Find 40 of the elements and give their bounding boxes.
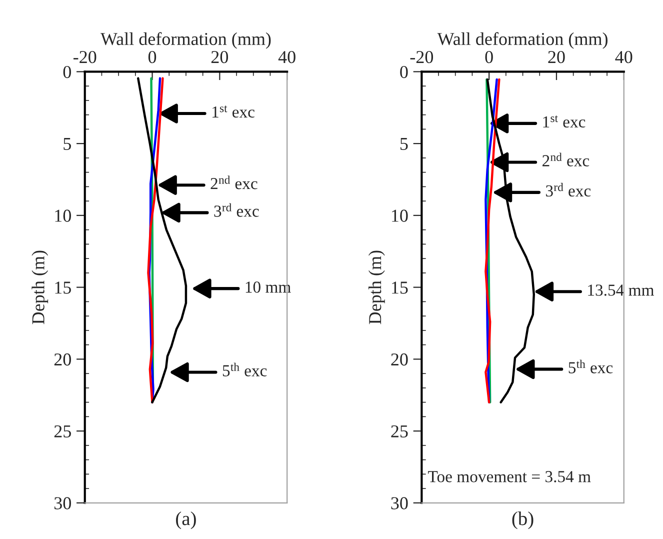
y-tick-label: 10	[392, 210, 408, 222]
annotation: 2$^{nd}$ exc	[210, 176, 258, 190]
y-tick-label: 0	[63, 66, 71, 78]
x-tick-label: -20	[74, 50, 96, 64]
x-axis-title: Wall deformation (mm)	[100, 32, 271, 49]
y-tick-label: 20	[391, 353, 408, 366]
text: (a)	[176, 512, 196, 530]
x-tick-label: 40	[615, 50, 632, 64]
x-tick-label: 20	[548, 50, 565, 64]
y-tick-label: 0	[400, 66, 408, 78]
y-tick-label: 25	[54, 425, 71, 438]
x-tick-label: 0	[148, 50, 156, 64]
y-tick-label: 5	[64, 138, 71, 150]
x-tick-label: 0	[485, 50, 493, 64]
text: (b)	[512, 512, 534, 530]
line-series	[486, 78, 492, 404]
y-axis-title: Depth (m)	[368, 250, 385, 324]
y-axis-title: Depth (m)	[32, 250, 48, 324]
annotation: Toe movement = 3.54 m	[428, 471, 591, 482]
y-tick-label: 30	[54, 497, 71, 510]
x-tick-label: -20	[410, 50, 434, 64]
y-tick-label: 15	[55, 282, 71, 294]
y-tick-label: 30	[391, 497, 408, 510]
annotation: 13.54 mm	[588, 284, 654, 296]
annotation: 3$^{rd}$ exc	[214, 203, 259, 217]
x-axis-title: Wall deformation (mm)	[437, 32, 608, 49]
y-tick-label: 20	[54, 353, 71, 366]
y-tick-label: 15	[392, 282, 408, 294]
y-tick-label: 25	[391, 425, 408, 438]
y-tick-label: 5	[400, 138, 408, 150]
annotation: 2$^{nd}$ exc	[542, 152, 590, 166]
x-tick-label: 40	[278, 50, 296, 64]
annotation: 10 mm	[246, 282, 291, 293]
annotation: 5$^{th}$ exc	[222, 362, 267, 376]
annotation: 5$^{th}$ exc	[568, 360, 613, 374]
annotation: 1$^{st}$ exc	[212, 106, 254, 118]
annotation: 1$^{st}$ exc	[543, 115, 586, 128]
annotation: 3$^{rd}$ exc	[546, 182, 591, 197]
x-tick-label: 20	[211, 50, 228, 64]
y-tick-label: 10	[55, 210, 71, 222]
